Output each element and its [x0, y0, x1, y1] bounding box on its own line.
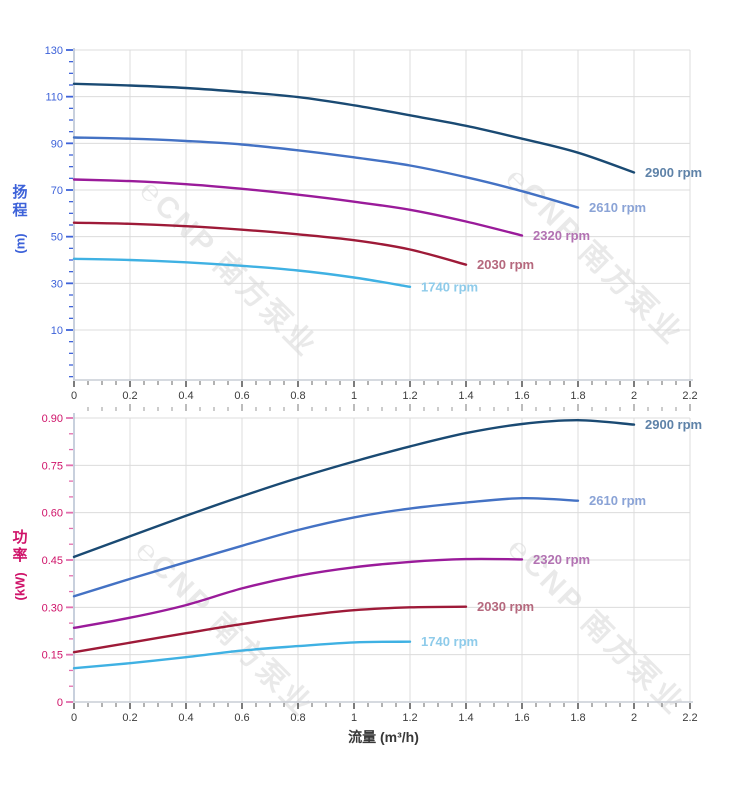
x-tick-label: 0.2: [122, 712, 137, 724]
curve-label-2030-rpm: 2030 rpm: [477, 599, 534, 614]
x-tick-label: 0: [71, 712, 77, 724]
curve-2320-rpm: [72, 178, 524, 237]
y-tick-label: 30: [51, 278, 63, 290]
curve-2030-rpm: [72, 221, 468, 266]
x-tick-label: 0.8: [290, 390, 305, 402]
x-tick-label: 1.2: [402, 712, 417, 724]
y-tick-label: 50: [51, 232, 63, 244]
x-tick-label: 2: [631, 712, 637, 724]
y-tick-label: 130: [45, 45, 63, 57]
y-tick-label: 0.60: [42, 508, 63, 520]
curve-2030-rpm: [72, 605, 468, 654]
x-tick-label: 0.4: [178, 712, 193, 724]
curve-label-1740-rpm: 1740 rpm: [421, 279, 478, 294]
x-tick-label: 1.4: [458, 712, 473, 724]
x-tick-label: 0: [71, 390, 77, 402]
x-tick-label: 0.6: [234, 712, 249, 724]
x-tick-label: 1.6: [514, 390, 529, 402]
x-tick-label: 2.2: [682, 712, 697, 724]
y-tick-label: 0.45: [42, 555, 63, 567]
flow-axis-title: 流量 (m³/h): [348, 729, 419, 745]
curve-2320-rpm: [72, 557, 524, 630]
curve-label-2900-rpm: 2900 rpm: [645, 417, 702, 432]
y-tick-label: 0: [57, 697, 63, 709]
x-tick-label: 1.2: [402, 390, 417, 402]
curve-2610-rpm: [72, 136, 580, 209]
curve-label-1740-rpm: 1740 rpm: [421, 634, 478, 649]
y-tick-label: 10: [51, 325, 63, 337]
y-tick-label: 0.15: [42, 650, 63, 662]
head-axis-unit: (m): [12, 233, 28, 254]
curve-1740-rpm: [72, 257, 412, 288]
curve-1740-rpm: [72, 640, 412, 670]
curve-2900-rpm: [72, 82, 636, 174]
x-tick-label: 1: [351, 390, 357, 402]
curve-label-2900-rpm: 2900 rpm: [645, 165, 702, 180]
curve-label-2610-rpm: 2610 rpm: [589, 493, 646, 508]
x-tick-label: 0.6: [234, 390, 249, 402]
curve-label-2610-rpm: 2610 rpm: [589, 200, 646, 215]
curve-label-2320-rpm: 2320 rpm: [533, 552, 590, 567]
x-tick-label: 0.2: [122, 390, 137, 402]
power-axis-title-text: 功率: [12, 529, 28, 564]
y-tick-label: 110: [45, 92, 63, 104]
curve-2900-rpm: [72, 418, 636, 559]
x-tick-label: 1.6: [514, 712, 529, 724]
x-tick-label: 2: [631, 390, 637, 402]
curve-2610-rpm: [72, 496, 580, 598]
x-tick-label: 1.8: [570, 712, 585, 724]
watermark-layer: ℮CNP 南方泵业 ℮CNP 南方泵业℮CNP 南方泵业 ℮CNP 南方泵业: [129, 161, 692, 724]
x-tick-label: 0.4: [178, 390, 193, 402]
x-tick-label: 1.4: [458, 390, 473, 402]
curve-label-2030-rpm: 2030 rpm: [477, 257, 534, 272]
y-tick-label: 0.90: [42, 413, 63, 425]
watermark-text: ℮CNP 南方泵业: [129, 533, 320, 724]
x-tick-label: 1: [351, 712, 357, 724]
power-axis-unit: (kW): [12, 572, 28, 601]
y-tick-label: 90: [51, 138, 63, 150]
y-tick-label: 0.75: [42, 460, 63, 472]
y-tick-label: 0.30: [42, 602, 63, 614]
x-tick-label: 2.2: [682, 390, 697, 402]
x-tick-label: 0.8: [290, 712, 305, 724]
curve-label-2320-rpm: 2320 rpm: [533, 228, 590, 243]
head-axis-title-text: 扬程: [12, 184, 28, 219]
y-tick-label: 70: [51, 185, 63, 197]
power-axis-title: 功率 (kW): [8, 529, 32, 601]
watermark-text: ℮CNP 南方泵业: [133, 173, 324, 364]
head-axis-title: 扬程 (m): [8, 184, 32, 254]
x-tick-label: 1.8: [570, 390, 585, 402]
